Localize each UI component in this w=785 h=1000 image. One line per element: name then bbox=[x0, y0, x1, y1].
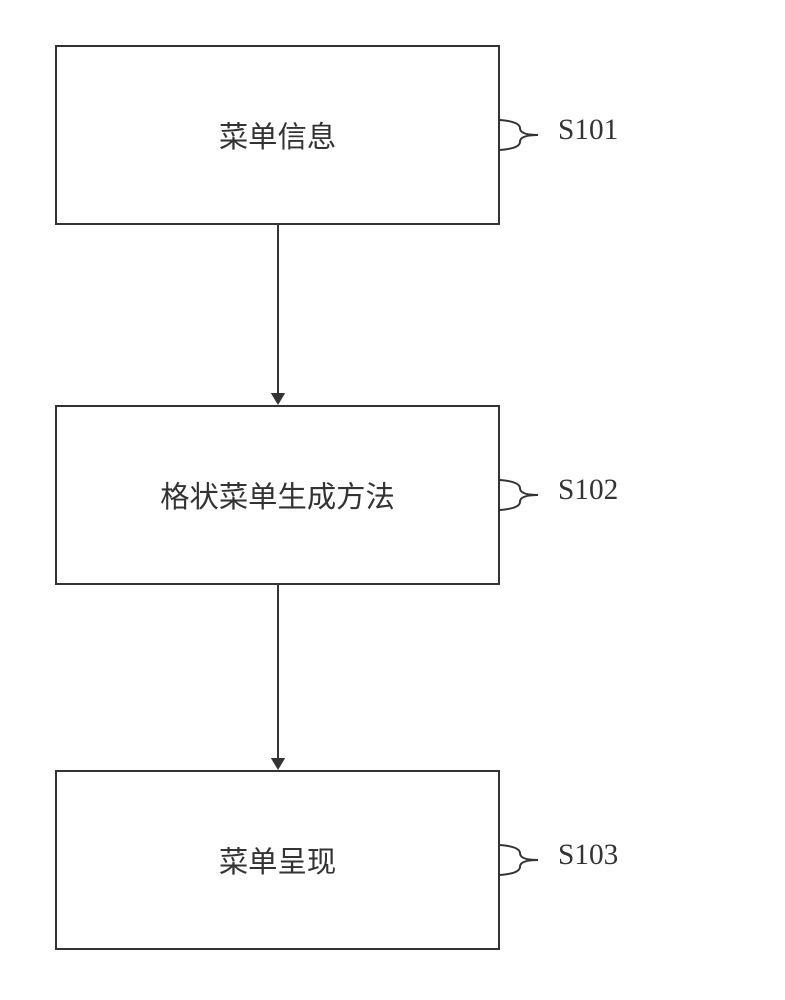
callout-label: S101 bbox=[558, 114, 618, 147]
callout-connector bbox=[498, 845, 542, 875]
flowchart-node-label: 格状菜单生成方法 bbox=[160, 474, 395, 516]
callout-label: S103 bbox=[558, 839, 618, 872]
flowchart-node: 格状菜单生成方法 bbox=[55, 405, 500, 585]
flowchart-node-label: 菜单信息 bbox=[219, 114, 336, 156]
flowchart-edge bbox=[258, 583, 298, 772]
flowchart-node: 菜单呈现 bbox=[55, 770, 500, 950]
flowchart-node-label: 菜单呈现 bbox=[219, 839, 336, 881]
callout-label: S102 bbox=[558, 474, 618, 507]
callout-connector bbox=[498, 480, 542, 510]
callout-connector bbox=[498, 120, 542, 150]
flowchart-edge bbox=[258, 223, 298, 407]
flowchart-node: 菜单信息 bbox=[55, 45, 500, 225]
